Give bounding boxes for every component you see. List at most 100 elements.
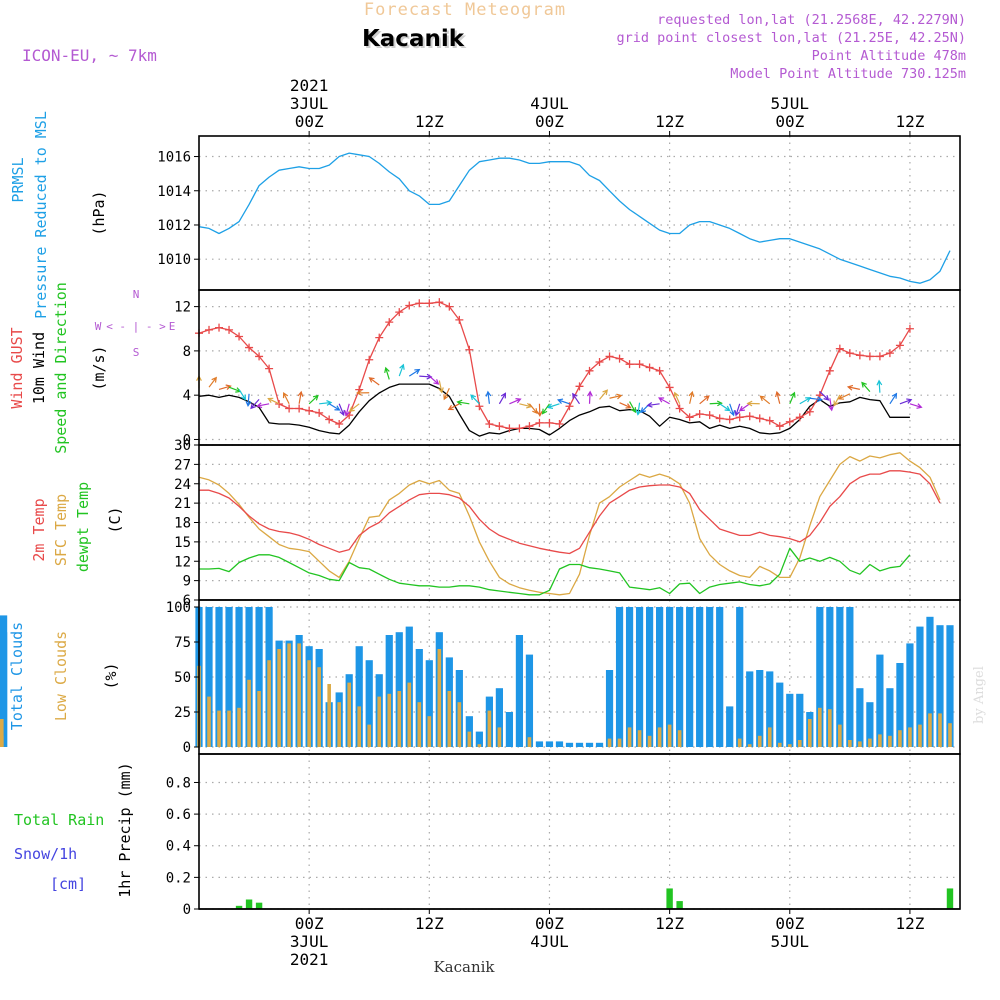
low-cloud-bar [757,735,762,747]
wind-gust-marker [305,406,314,415]
snow-unit: [cm] [50,875,86,893]
total-cloud-bar [756,670,764,747]
bottom-time-label: 00Z [295,914,324,933]
low-cloud-bar [858,741,862,747]
y-tick-label: 0 [183,432,191,448]
total-cloud-bar [515,635,524,747]
low-cloud-bar [928,713,932,747]
wind-direction-arrow [344,403,350,417]
wind-gust-marker [515,424,524,433]
total-cloud-bar [856,688,864,747]
wind-gust-marker [435,298,444,307]
wind-direction-arrow [861,381,871,393]
panel-frame [198,753,961,910]
total-cloud-bar [525,654,534,747]
wind-direction-arrow [536,403,543,418]
wind-direction-arrow [245,393,252,408]
total-rain-label: Total Rain [14,811,104,829]
total-cloud-bar [736,607,744,747]
wind-gust-marker [715,414,724,423]
wind-direction-arrow [809,396,823,403]
frame-layer [198,135,961,910]
wind-gust-marker [405,301,414,310]
wind-direction-arrow [876,379,883,393]
wind-direction-arrow [837,393,851,400]
total-cloud-bar [786,693,794,747]
wind-direction-arrow [208,376,217,388]
total-cloud-bar [686,607,694,747]
low-cloud-bar [637,730,642,747]
total-cloud-bar [535,741,544,747]
compass-north: N [133,288,140,301]
low-cloud-bar [818,707,822,747]
low-cloud-bar [0,719,4,747]
total-cloud-bar [656,607,664,747]
wind-direction-arrow [729,403,736,417]
low-cloud-bar [797,740,802,747]
wind-direction-arrow [456,399,470,406]
precip-bar [946,888,954,909]
low-cloud-bar [397,691,402,747]
y-tick-label: 0.2 [166,870,191,886]
total-cloud-bar [676,607,684,747]
bottom-time-label: 12Z [415,914,444,933]
precip-bar [676,901,683,909]
low-cloud-bar [477,744,482,747]
low-cloud-bar [307,660,311,747]
pressure-line [198,152,951,284]
total-cloud-bar [666,607,674,747]
bottom-time-label: 00Z [535,914,564,933]
low-cloud-bar [407,682,412,747]
low-cloud-bar [948,723,952,747]
y-tick-label: 30 [174,438,191,454]
wind-direction-arrow [909,403,923,409]
y-tick-label: 12 [174,554,191,570]
total-cloud-bar [796,693,804,747]
wind-gust-marker [845,349,854,358]
low-cloud-bar [0,735,4,747]
panel-frame [198,599,961,755]
y-tick-label: 24 [174,477,191,493]
wind-gust-marker [855,351,864,360]
total-cloud-bar [395,632,403,747]
wind-direction-arrow [308,394,319,405]
wind-gust-marker [895,341,904,350]
low-cloud-bar [417,702,422,747]
total-cloud-bar [415,649,423,747]
wind-gust-marker [425,299,434,308]
wind-gust-marker [545,418,554,427]
wind-gust-marker [285,404,294,413]
wind-gust-marker [555,419,564,428]
wind-direction-arrow [267,397,280,405]
wind-gust-marker [235,332,244,341]
y-tick-label: 1010 [157,252,191,268]
low-cloud-bar [938,713,942,747]
wind-gust-marker [905,324,914,333]
total-cloud-bar [545,741,554,747]
y-tick-label: 15 [174,535,191,551]
precip-bar [245,899,253,909]
wind-gust-marker [765,416,774,425]
total-cloud-bar [605,670,614,747]
sfc-temp-line [198,452,941,596]
wind-gust-marker [775,422,784,431]
wind-gust-marker [585,366,594,375]
low-cloud-bar [297,643,301,747]
y-tick-label: 0.6 [166,807,191,823]
wind-direction-arrow [238,389,247,401]
wind-gust-marker [595,357,604,366]
wind-direction-arrow [509,398,522,405]
low-cloud-bar [607,738,612,747]
wind-direction-arrow [833,394,841,407]
top-time-label: 00Z [295,112,324,131]
wind-direction-arrow [546,403,560,410]
low-cloud-bar [808,719,812,747]
wind-direction-arrow [228,386,242,393]
total-cloud-label: Total Clouds [8,622,26,730]
wind-gust-marker [725,415,734,424]
grid-coordinates: grid point closest lon,lat (21.25E, 42.2… [617,30,967,46]
location-title-shadow: Kacanik [364,28,467,54]
total-cloud-bar [235,607,243,747]
wind-gust-marker [275,400,284,409]
wind-gust-marker [245,343,254,352]
